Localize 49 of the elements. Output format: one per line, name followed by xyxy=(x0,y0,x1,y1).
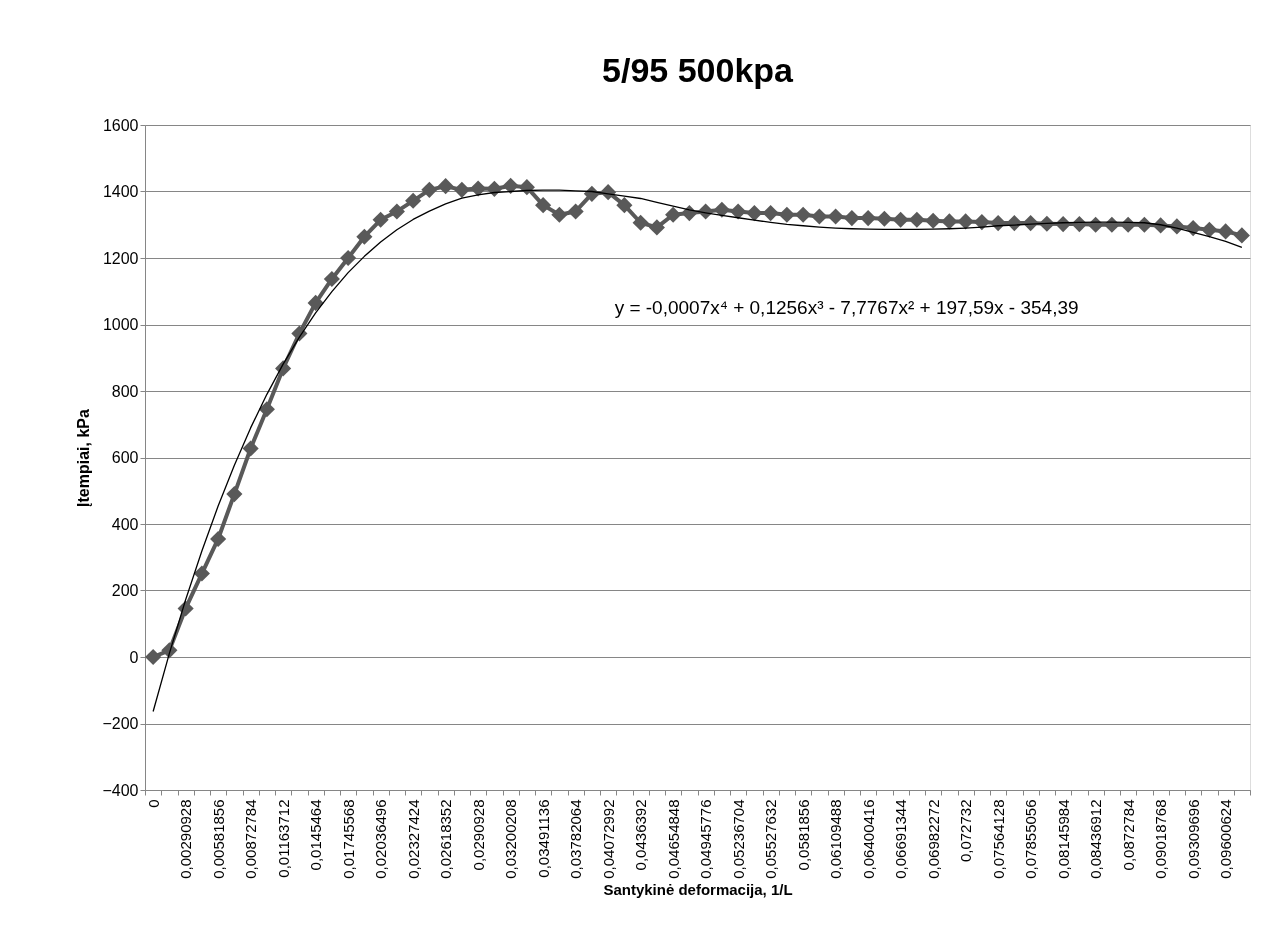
y-tick-label: 1000 xyxy=(102,316,139,333)
x-tick-label: 0 xyxy=(144,799,162,808)
annotation: y = -0,0007x⁴ + 0,1256x³ - 7,7767x² + 197,59x - 354,39 xyxy=(614,296,1079,318)
x-tick-label: 0,01745568 xyxy=(339,799,357,879)
y-tick-label: 200 xyxy=(111,582,139,599)
x-tick-label: 0,06982272 xyxy=(924,799,942,879)
x-tick-label: 0,07855056 xyxy=(1022,799,1040,879)
y-tick-label: −400 xyxy=(102,781,139,799)
x-tick-label: 0,04654848 xyxy=(664,799,682,879)
y-axis-title: Įtempiai, kPa xyxy=(75,408,93,507)
x-tick-label: 0,0290928 xyxy=(469,799,487,871)
x-tick-label: 0,02618352 xyxy=(437,799,455,879)
x-tick-label: 0,08436912 xyxy=(1087,799,1105,879)
x-tick-label: 0,02327424 xyxy=(404,799,422,879)
x-tick-label: 0,0872784 xyxy=(1119,799,1137,871)
x-tick-label: 0,0581856 xyxy=(794,799,812,871)
x-tick-label: 0,00290928 xyxy=(177,799,195,879)
x-axis-title: Santykinė deformacija, 1/L xyxy=(603,880,793,898)
y-tick-label: 800 xyxy=(111,382,139,400)
x-tick-label: 0,08145984 xyxy=(1054,799,1072,879)
x-tick-label: 0,03491136 xyxy=(534,799,552,878)
x-tick-label: 0,00581856 xyxy=(209,799,227,879)
x-tick-label: 0,05236704 xyxy=(729,799,747,879)
x-tick-label: 0,01163712 xyxy=(274,799,292,878)
y-tick-label: 1200 xyxy=(102,249,139,267)
x-tick-label: 0,06109488 xyxy=(827,799,845,879)
x-tick-label: 0,0436392 xyxy=(632,799,650,871)
x-tick-label: 0,02036496 xyxy=(372,799,390,879)
x-tick-label: 0,06691344 xyxy=(892,799,910,879)
y-tick-label: 1400 xyxy=(102,183,139,200)
y-tick-label: 600 xyxy=(111,449,139,466)
x-tick-label: 0,06400416 xyxy=(859,799,877,879)
x-tick-label: 0,03782064 xyxy=(567,799,585,879)
y-tick-label: −200 xyxy=(102,715,139,732)
y-tick-label: 1600 xyxy=(102,116,139,134)
x-tick-label: 0,04072992 xyxy=(599,799,617,879)
x-tick-label: 0,09018768 xyxy=(1152,799,1170,879)
x-tick-label: 0,09309696 xyxy=(1184,799,1202,879)
x-tick-label: 0,0145464 xyxy=(307,799,325,871)
x-tick-label: 0,04945776 xyxy=(697,799,715,879)
x-tick-label: 0,00872784 xyxy=(242,799,260,879)
y-tick-label: 400 xyxy=(111,515,139,533)
y-tick-label: 0 xyxy=(129,648,139,666)
x-tick-label: 0,072732 xyxy=(957,799,975,863)
x-tick-label: 0,07564128 xyxy=(989,799,1007,879)
x-tick-label: 0,03200208 xyxy=(502,799,520,879)
x-tick-label: 0,09600624 xyxy=(1217,799,1235,879)
chart-title: 5/95 500kpa xyxy=(602,51,795,89)
x-tick-label: 0,05527632 xyxy=(762,799,780,879)
